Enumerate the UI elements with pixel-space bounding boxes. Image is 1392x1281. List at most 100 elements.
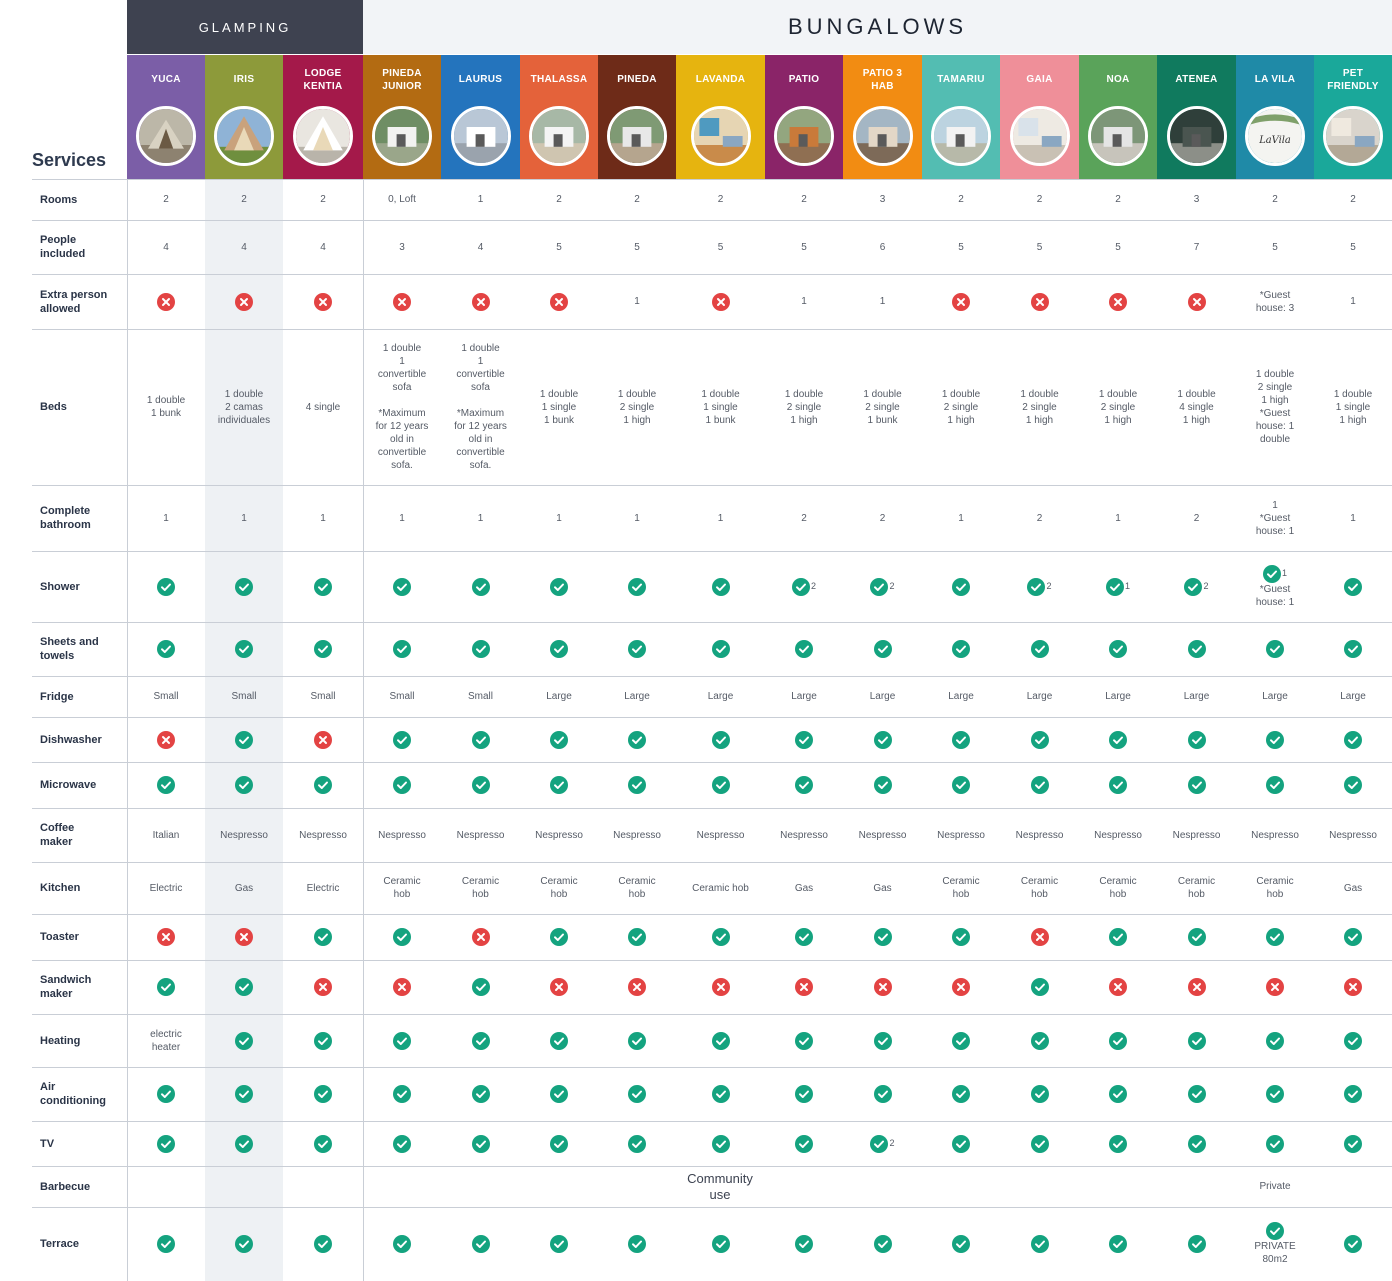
icon-line	[314, 776, 332, 794]
cell-pineda-junior: Small	[363, 676, 441, 717]
cell-text: 1	[1350, 512, 1356, 524]
cell-tamariu	[922, 1121, 1000, 1166]
cell-text: 5	[634, 241, 640, 253]
cell-pineda: 1	[598, 485, 676, 551]
cell-text: 1 double 4 single 1 high	[1177, 388, 1216, 426]
cell-la-vila	[1236, 1067, 1314, 1121]
cell-gaia	[1000, 762, 1079, 808]
cell-content	[157, 776, 175, 794]
cell-text: 1 double 1 single 1 bunk	[701, 388, 740, 426]
icon-line	[393, 292, 411, 311]
check-icon	[157, 1085, 175, 1103]
icon-line	[1266, 1134, 1284, 1153]
cell-content	[550, 1031, 568, 1050]
cell-text: 1 double 2 single 1 high	[941, 388, 981, 426]
cell-text: Large	[1340, 691, 1366, 702]
check-icon	[393, 577, 411, 596]
icon-line	[235, 978, 253, 996]
row-kitchen: Kitchen Electric Gas Electric Ceramic hob Cer…	[0, 862, 1392, 914]
cell-thalassa	[520, 960, 598, 1014]
cell-content	[1344, 776, 1362, 794]
cell-pineda	[598, 1014, 676, 1067]
row-divider	[32, 485, 1392, 486]
icon-line: 1	[1262, 564, 1287, 583]
icon-line	[1266, 776, 1284, 794]
cell-tamariu: 1 double 2 single 1 high	[922, 329, 1000, 485]
check-icon	[1109, 928, 1127, 946]
cell-pineda	[598, 1207, 676, 1281]
row-divider	[32, 914, 1392, 915]
cell-content	[1030, 640, 1049, 658]
cell-laurus	[441, 1067, 520, 1121]
icon-line	[1187, 640, 1206, 658]
column-header-thalassa: THALASSA	[520, 55, 598, 179]
cell-gaia: 2	[1000, 179, 1079, 220]
check-icon	[235, 776, 253, 794]
cell-content: 1 *Guest house: 1	[1256, 564, 1294, 609]
cell-thalassa	[520, 274, 598, 329]
icon-line	[628, 978, 646, 996]
check-icon	[873, 730, 892, 749]
check-icon	[628, 1085, 646, 1103]
cell-lavanda	[676, 1121, 765, 1166]
cell-content	[873, 1085, 892, 1103]
cell-patio-3-hab	[843, 1014, 922, 1067]
pine-bungalow-photo	[607, 106, 667, 166]
cell-gaia	[1000, 914, 1079, 960]
cell-pineda-junior: Ceramic hob	[363, 862, 441, 914]
cell-content	[873, 776, 892, 794]
cell-la-vila: Nespresso	[1236, 808, 1314, 862]
cell-thalassa	[520, 717, 598, 762]
cell-text: Italian	[152, 829, 180, 841]
cell-content: 1	[1105, 577, 1130, 596]
cell-la-vila	[1236, 717, 1314, 762]
check-icon	[1030, 1134, 1049, 1153]
cell-text: Ceramic hob	[1099, 876, 1137, 900]
icon-line	[1344, 640, 1362, 658]
icon-line	[873, 730, 892, 749]
check-icon	[550, 1085, 568, 1103]
row-air-conditioning: Air conditioning	[0, 1067, 1392, 1121]
cell-pet-friendly: 5	[1314, 220, 1392, 274]
row-label: Dishwasher	[40, 733, 102, 746]
check-icon	[1344, 1235, 1362, 1253]
cell-content	[471, 1031, 490, 1050]
cell-content: 2	[870, 577, 895, 596]
noa-bungalow-photo	[1088, 106, 1148, 166]
row-divider	[32, 1207, 1392, 1208]
icon-line	[1344, 928, 1362, 946]
cell-text: 4	[163, 241, 169, 253]
check-icon	[795, 776, 813, 794]
icon-line	[314, 292, 332, 311]
cell-pineda-junior	[363, 1121, 441, 1166]
cross-icon	[157, 928, 175, 946]
cell-pineda-junior	[363, 274, 441, 329]
cell-lavanda: 5	[676, 220, 765, 274]
cell-thalassa	[520, 1067, 598, 1121]
cross-icon	[235, 928, 253, 946]
row-label: Beds	[40, 401, 67, 413]
cell-pineda-junior: 3	[363, 220, 441, 274]
column-name: LAURUS	[458, 74, 503, 85]
cell-text: *Guest house: 3	[1255, 289, 1295, 314]
row-divider	[32, 717, 1392, 718]
icon-line	[1109, 730, 1127, 749]
cell-la-vila: 5	[1236, 220, 1314, 274]
gaia-interior-photo	[1009, 106, 1070, 166]
cell-thalassa: 1 double 1 single 1 bunk	[520, 329, 598, 485]
icon-line	[628, 577, 646, 596]
check-icon	[1266, 1031, 1284, 1050]
cell-yuca: Italian	[127, 808, 205, 862]
cell-laurus: Nespresso	[441, 808, 520, 862]
cell-pet-friendly	[1314, 622, 1392, 676]
cell-text: 1	[477, 194, 484, 205]
column-header-pet-friendly: PET FRIENDLY	[1314, 55, 1392, 179]
cell-text: Gas	[794, 882, 814, 894]
cell-iris	[205, 960, 283, 1014]
cross-icon	[550, 292, 568, 311]
icon-line	[1030, 292, 1049, 311]
icon-line	[157, 1235, 175, 1253]
icon-line	[314, 978, 332, 996]
cell-yuca: Small	[127, 676, 205, 717]
check-icon	[1109, 640, 1127, 658]
